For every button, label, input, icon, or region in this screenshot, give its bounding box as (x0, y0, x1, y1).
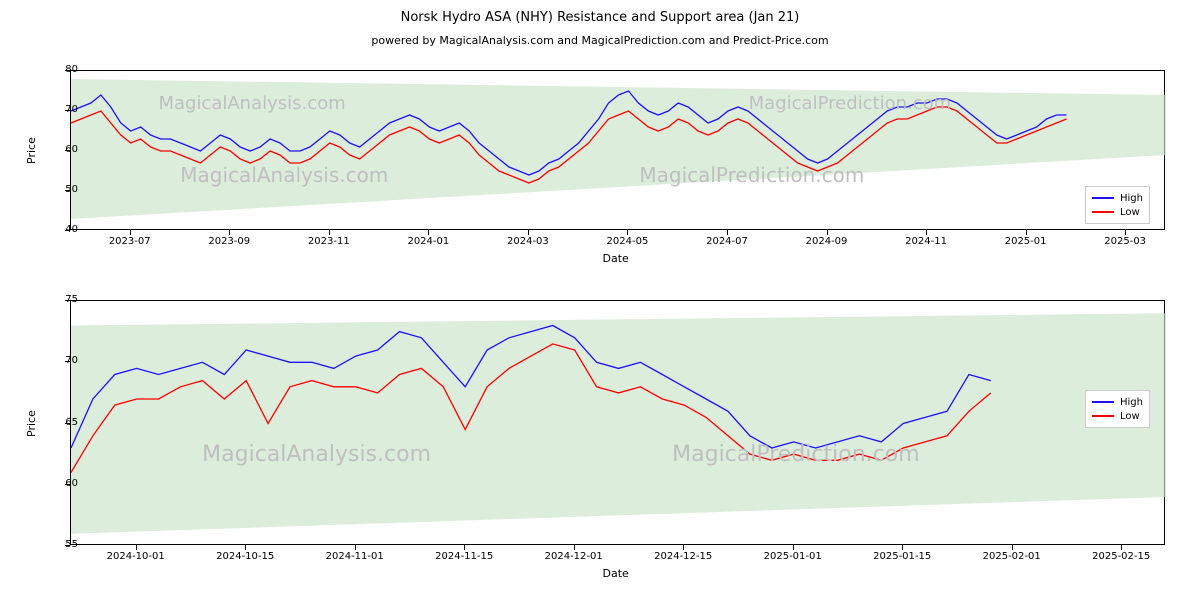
xtick-mark (528, 230, 529, 235)
legend-label: High (1120, 397, 1143, 408)
chart-subtitle: powered by MagicalAnalysis.com and Magic… (0, 34, 1200, 47)
ytick-label: 40 (38, 224, 78, 235)
chart-title: Norsk Hydro ASA (NHY) Resistance and Sup… (0, 10, 1200, 25)
xtick-label: 2024-11-15 (434, 551, 494, 562)
ytick-label: 80 (38, 64, 78, 75)
xtick-mark (827, 230, 828, 235)
ytick-label: 60 (38, 478, 78, 489)
xtick-mark (1026, 230, 1027, 235)
xtick-mark (793, 545, 794, 550)
ytick-label: 60 (38, 144, 78, 155)
panel-bottom-svg (71, 301, 1166, 546)
ytick-label: 50 (38, 184, 78, 195)
xtick-label: 2024-05 (597, 236, 657, 247)
xtick-label: 2024-01 (398, 236, 458, 247)
ytick-mark (65, 545, 70, 546)
xtick-mark (245, 545, 246, 550)
xtick-label: 2025-01-15 (872, 551, 932, 562)
ytick-mark (65, 484, 70, 485)
xtick-label: 2025-03 (1095, 236, 1155, 247)
ytick-label: 70 (38, 104, 78, 115)
xtick-label: 2023-07 (100, 236, 160, 247)
ytick-label: 65 (38, 417, 78, 428)
legend-swatch (1092, 211, 1114, 213)
xtick-mark (627, 230, 628, 235)
xtick-label: 2025-01-01 (763, 551, 823, 562)
xtick-label: 2024-10-01 (106, 551, 166, 562)
support-resistance-band (71, 313, 1166, 534)
ytick-mark (65, 361, 70, 362)
xtick-mark (683, 545, 684, 550)
ytick-label: 55 (38, 539, 78, 550)
panel-top-xlabel: Date (603, 252, 629, 265)
panel-bottom-xlabel: Date (603, 567, 629, 580)
xtick-mark (130, 230, 131, 235)
legend-swatch (1092, 401, 1114, 403)
xtick-label: 2025-02-01 (982, 551, 1042, 562)
ytick-label: 70 (38, 355, 78, 366)
legend-label: Low (1120, 207, 1140, 218)
xtick-mark (902, 545, 903, 550)
xtick-label: 2024-11-01 (325, 551, 385, 562)
legend-swatch (1092, 197, 1114, 199)
legend-item: Low (1092, 205, 1143, 219)
ytick-mark (65, 300, 70, 301)
legend-item: Low (1092, 409, 1143, 423)
support-resistance-band (71, 79, 1166, 219)
legend-label: High (1120, 193, 1143, 204)
legend-item: High (1092, 395, 1143, 409)
ytick-label: 75 (38, 294, 78, 305)
xtick-mark (1121, 545, 1122, 550)
panel-bottom: MagicalAnalysis.com MagicalPrediction.co… (70, 300, 1165, 545)
xtick-label: 2023-09 (199, 236, 259, 247)
legend-swatch (1092, 415, 1114, 417)
ytick-mark (65, 110, 70, 111)
legend: High Low (1085, 390, 1150, 428)
legend-item: High (1092, 191, 1143, 205)
legend: High Low (1085, 186, 1150, 224)
xtick-label: 2024-10-15 (215, 551, 275, 562)
xtick-label: 2024-12-01 (544, 551, 604, 562)
xtick-mark (428, 230, 429, 235)
xtick-label: 2025-01 (996, 236, 1056, 247)
xtick-label: 2024-11 (896, 236, 956, 247)
ytick-mark (65, 423, 70, 424)
xtick-label: 2024-12-15 (653, 551, 713, 562)
xtick-mark (727, 230, 728, 235)
panel-bottom-ylabel: Price (25, 410, 38, 437)
xtick-label: 2024-07 (697, 236, 757, 247)
panel-top-svg (71, 71, 1166, 231)
legend-label: Low (1120, 411, 1140, 422)
xtick-label: 2024-09 (797, 236, 857, 247)
xtick-mark (329, 230, 330, 235)
xtick-mark (355, 545, 356, 550)
panel-top-ylabel: Price (25, 137, 38, 164)
xtick-mark (1125, 230, 1126, 235)
figure: Norsk Hydro ASA (NHY) Resistance and Sup… (0, 0, 1200, 600)
ytick-mark (65, 150, 70, 151)
xtick-mark (1012, 545, 1013, 550)
xtick-label: 2025-02-15 (1091, 551, 1151, 562)
xtick-mark (574, 545, 575, 550)
xtick-mark (464, 545, 465, 550)
ytick-mark (65, 190, 70, 191)
xtick-label: 2023-11 (299, 236, 359, 247)
panel-top: MagicalAnalysis.com MagicalPrediction.co… (70, 70, 1165, 230)
xtick-mark (229, 230, 230, 235)
xtick-mark (926, 230, 927, 235)
xtick-mark (136, 545, 137, 550)
ytick-mark (65, 230, 70, 231)
ytick-mark (65, 70, 70, 71)
xtick-label: 2024-03 (498, 236, 558, 247)
